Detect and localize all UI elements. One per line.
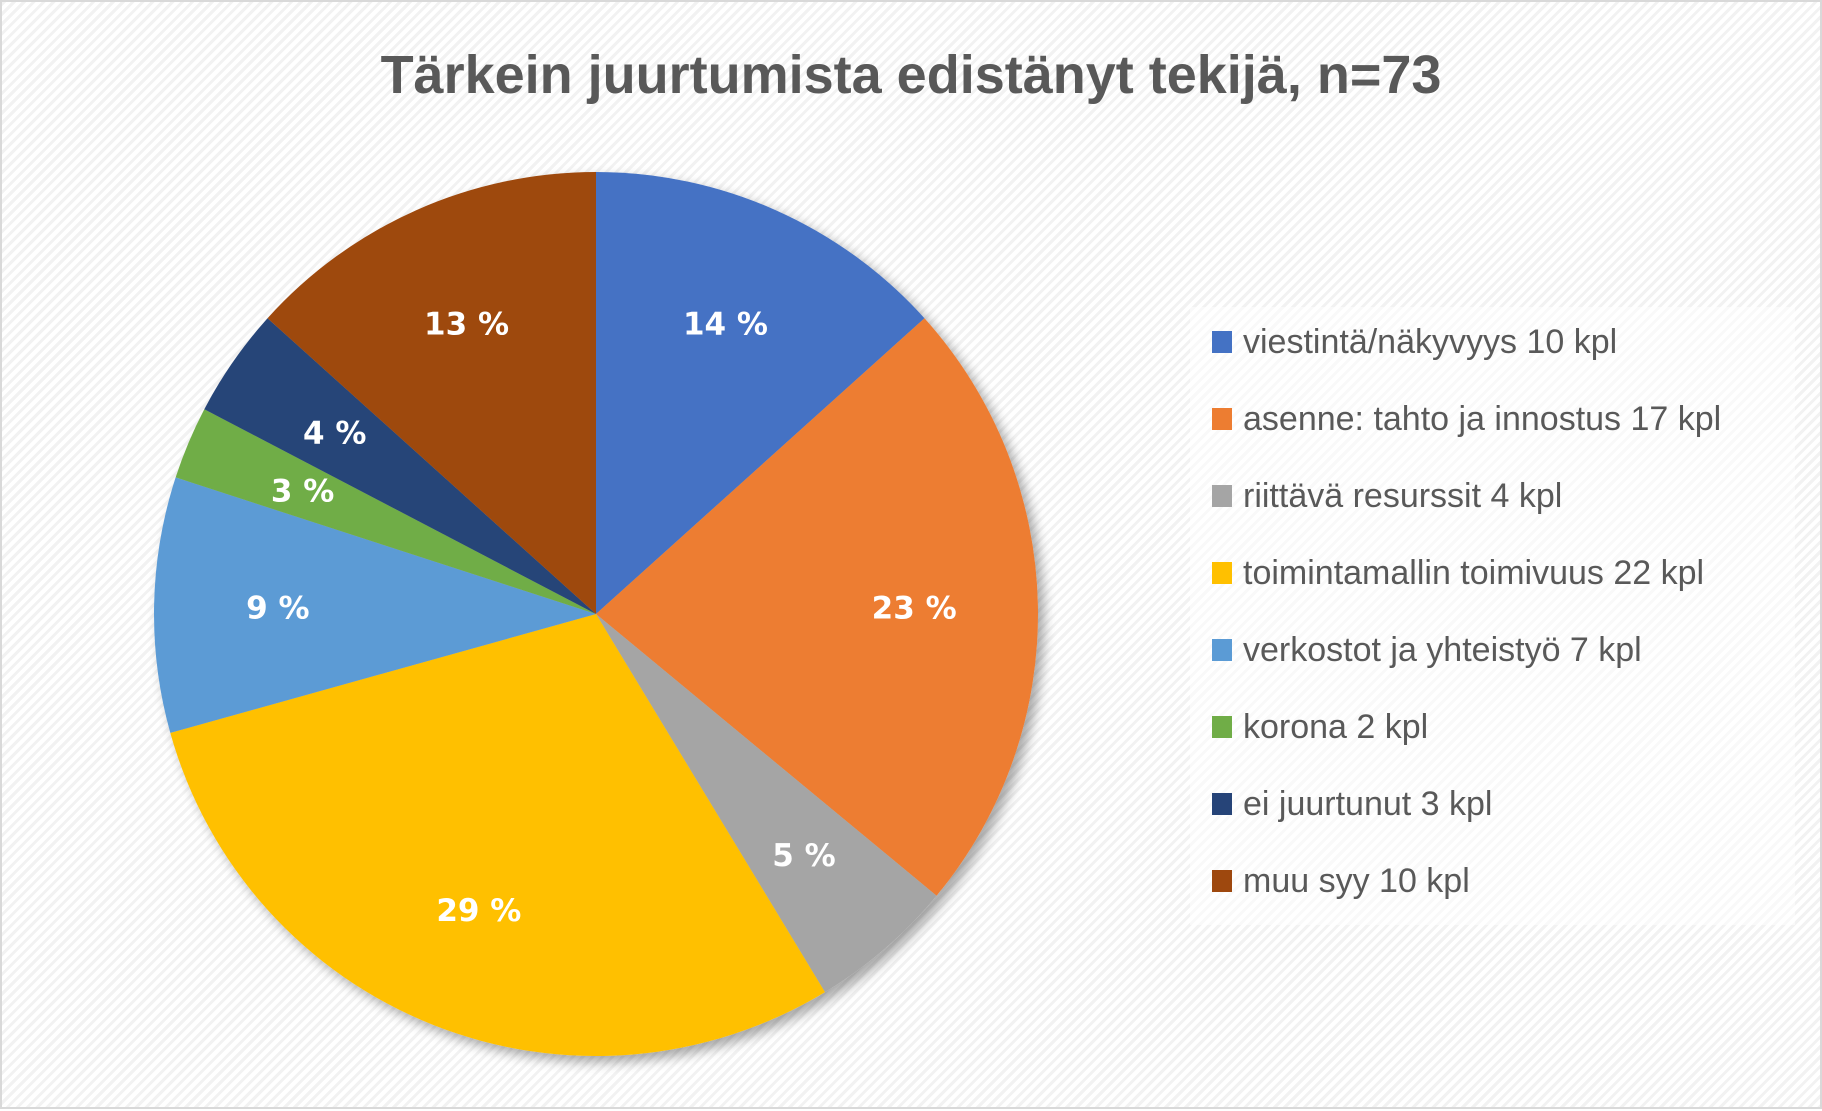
legend-label: ei juurtunut 3 kpl	[1243, 784, 1493, 823]
pie-slice-korona[interactable]	[175, 409, 596, 614]
pie-data-labels: 14 % 23 % 5 % 29 % 9 % 3 % 4 % 13 %	[246, 306, 957, 929]
pie-slice-muu-syy[interactable]	[267, 172, 596, 614]
data-label-verkostot: 9 %	[246, 590, 309, 626]
data-label-toimintamallin-toimivuus: 29 %	[436, 893, 521, 929]
legend-label: viestintä/näkyvyys 10 kpl	[1243, 322, 1618, 361]
pie-slice-viestinta[interactable]	[596, 172, 925, 614]
data-label-ei-juurtunut: 4 %	[303, 415, 366, 451]
chart-title: Tärkein juurtumista edistänyt tekijä, n=…	[380, 45, 1442, 105]
pie-slice-verkostot[interactable]	[154, 477, 596, 733]
data-label-viestinta: 14 %	[683, 306, 768, 342]
legend: viestintä/näkyvyys 10 kpl asenne: tahto …	[1190, 307, 1795, 925]
legend-label: asenne: tahto ja innostus 17 kpl	[1243, 399, 1722, 438]
legend-item-verkostot[interactable]: verkostot ja yhteistyö 7 kpl	[1212, 625, 1642, 675]
legend-item-muu-syy[interactable]: muu syy 10 kpl	[1212, 856, 1470, 906]
legend-swatch-icon	[1212, 562, 1232, 584]
legend-item-toimintamallin-toimivuus[interactable]: toimintamallin toimivuus 22 kpl	[1212, 548, 1704, 598]
pie-slice-asenne[interactable]	[596, 318, 1038, 896]
legend-swatch-icon	[1212, 870, 1232, 892]
legend-swatch-icon	[1212, 331, 1232, 353]
legend-item-asenne[interactable]: asenne: tahto ja innostus 17 kpl	[1212, 394, 1721, 444]
legend-item-ei-juurtunut[interactable]: ei juurtunut 3 kpl	[1212, 779, 1493, 829]
legend-label: verkostot ja yhteistyö 7 kpl	[1243, 630, 1642, 669]
data-label-asenne: 23 %	[872, 590, 957, 626]
legend-label: muu syy 10 kpl	[1243, 861, 1470, 900]
legend-label: toimintamallin toimivuus 22 kpl	[1243, 553, 1705, 592]
pie-slice-ei-juurtunut[interactable]	[204, 318, 596, 614]
legend-item-korona[interactable]: korona 2 kpl	[1212, 702, 1428, 752]
legend-label: korona 2 kpl	[1243, 707, 1429, 746]
legend-item-riittava-resurssit[interactable]: riittävä resurssit 4 kpl	[1212, 471, 1562, 521]
pie-slices	[154, 172, 1038, 1056]
data-label-muu-syy: 13 %	[424, 306, 509, 342]
legend-swatch-icon	[1212, 793, 1232, 815]
legend-label: riittävä resurssit 4 kpl	[1243, 476, 1563, 515]
pie-slice-toimintamallin-toimivuus[interactable]	[170, 614, 825, 1056]
legend-swatch-icon	[1212, 485, 1232, 507]
legend-swatch-icon	[1212, 408, 1232, 430]
data-label-korona: 3 %	[271, 474, 334, 510]
legend-item-viestinta[interactable]: viestintä/näkyvyys 10 kpl	[1212, 317, 1617, 367]
legend-swatch-icon	[1212, 639, 1232, 661]
legend-swatch-icon	[1212, 716, 1232, 738]
pie-slice-riittava-resurssit[interactable]	[596, 614, 937, 993]
data-label-riittava-resurssit: 5 %	[772, 838, 835, 874]
